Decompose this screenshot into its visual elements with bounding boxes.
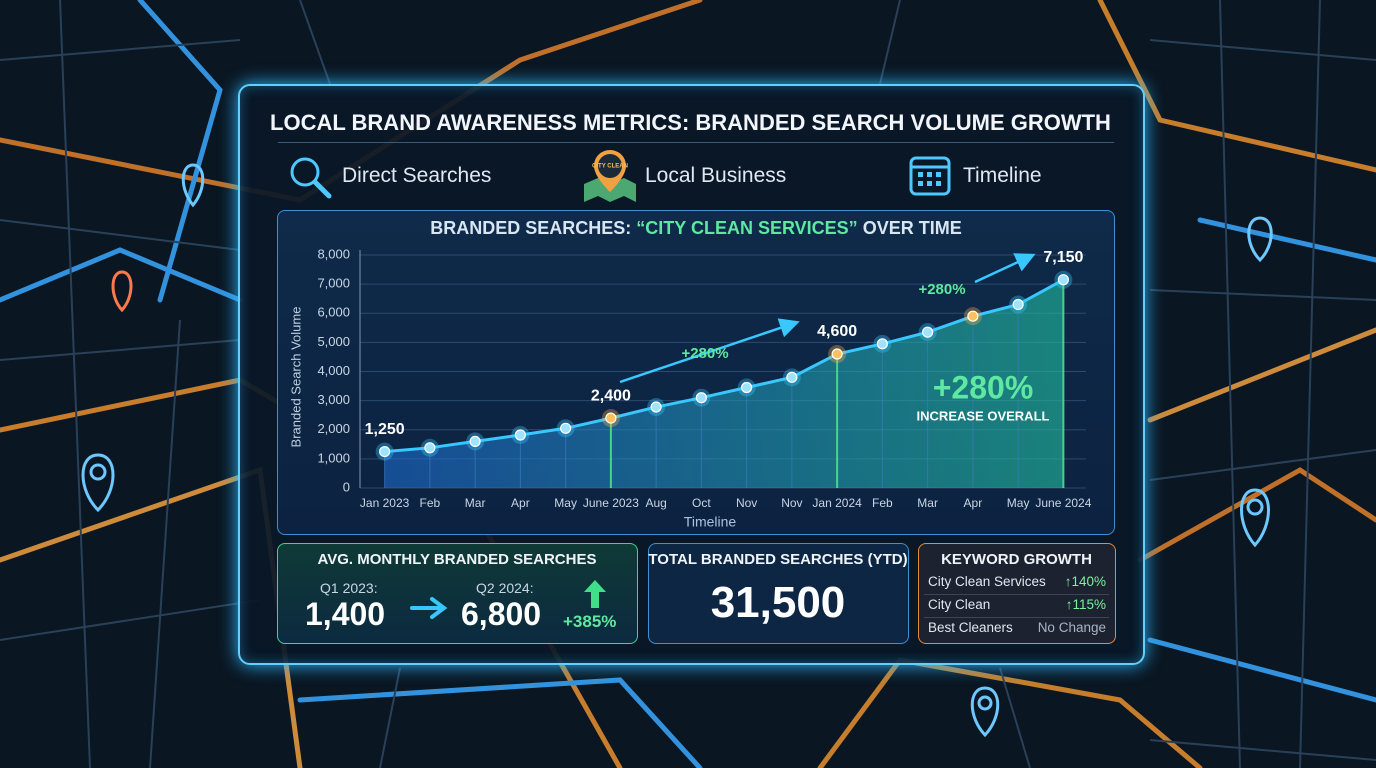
- y-tick-label: 6,000: [317, 305, 350, 320]
- point: [514, 429, 526, 441]
- y-tick-label: 8,000: [317, 246, 350, 261]
- arrow-icon: [410, 597, 448, 619]
- chart-title-part: OVER TIME: [858, 218, 962, 238]
- icon-text: CITY CLEAN: [592, 164, 628, 170]
- tab-label: Timeline: [963, 164, 1042, 187]
- card-title: KEYWORD GROWTH: [941, 551, 1092, 568]
- overall-change: +280%: [933, 369, 1034, 405]
- x-tick-label: May: [1007, 496, 1030, 510]
- row-separator: [924, 617, 1109, 618]
- x-tick-label: Mar: [465, 496, 486, 510]
- point: [831, 348, 843, 360]
- keyword-growth-value: 140%: [1071, 574, 1106, 589]
- y-tick-label: 4,000: [317, 363, 350, 378]
- separator: [278, 142, 1114, 143]
- value-label: 7,150: [1043, 249, 1083, 266]
- x-tick-label: Jan 2024: [812, 496, 862, 510]
- card-title: TOTAL BRANDED SEARCHES (YTD): [648, 551, 908, 568]
- value-label: 4,600: [817, 323, 857, 340]
- area: [384, 279, 1064, 488]
- up-arrow-icon: [584, 580, 606, 608]
- x-tick-label: Feb: [872, 496, 893, 510]
- card-title: AVG. MONTHLY BRANDED SEARCHES: [317, 551, 597, 568]
- up-arrow-icon: ↑: [1065, 597, 1073, 612]
- point: [876, 338, 888, 350]
- point: [695, 392, 707, 404]
- x-axis-label: Timeline: [684, 514, 737, 530]
- trend-arrow: [619, 318, 800, 384]
- x-tick-label: Nov: [736, 496, 757, 510]
- chart-title-part: BRANDED SEARCHES:: [430, 218, 636, 238]
- point: [605, 412, 617, 424]
- dashboard-title: LOCAL BRAND AWARENESS METRICS: BRANDED S…: [270, 110, 1111, 135]
- keyword-growth-card: [918, 543, 1116, 644]
- value-label: 2,400: [591, 387, 631, 404]
- search-icon: [290, 157, 332, 199]
- overall-label: INCREASE OVERALL: [917, 408, 1050, 423]
- keyword-growth-value: 115%: [1072, 597, 1106, 612]
- y-tick-label: 0: [343, 479, 350, 494]
- point: [922, 326, 934, 338]
- point: [424, 442, 436, 454]
- annotation: +280%: [681, 345, 728, 362]
- keyword-growth: ↑140%: [1040, 574, 1106, 589]
- period-label: Q1 2023:: [320, 580, 378, 596]
- row-separator: [924, 594, 1109, 595]
- x-tick-label: May: [554, 496, 577, 510]
- period-value: 6,800: [461, 596, 542, 632]
- total-value: 31,500: [710, 578, 846, 627]
- avg-monthly-card: [277, 543, 638, 644]
- keyword: City Clean: [928, 597, 991, 612]
- total-searches-card: [648, 543, 909, 644]
- tab-label: Local Business: [645, 164, 787, 187]
- x-tick-label: Feb: [420, 496, 441, 510]
- point: [1012, 298, 1024, 311]
- x-tick-label: June 2024: [1035, 496, 1091, 510]
- keyword-growth-value: No Change: [1037, 620, 1106, 635]
- tab-label: Direct Searches: [342, 164, 492, 187]
- calendar-icon: [909, 156, 951, 196]
- chart-title-part: “CITY CLEAN SERVICES”: [636, 218, 857, 238]
- x-tick-label: Jan 2023: [360, 496, 410, 510]
- y-axis-label: Branded Search Volume: [288, 307, 303, 448]
- period-label: Q2 2024:: [476, 580, 534, 596]
- point: [379, 445, 391, 458]
- x-tick-label: Mar: [917, 496, 938, 510]
- keyword-growth: ↑115%: [1040, 597, 1106, 612]
- value-label: 1,250: [365, 421, 405, 438]
- x-tick-label: Nov: [781, 496, 802, 510]
- point: [786, 371, 798, 383]
- point: [741, 381, 753, 394]
- up-arrow-icon: ↑: [1064, 574, 1072, 589]
- annotation: +280%: [918, 281, 965, 298]
- line: [384, 278, 1065, 454]
- y-tick-label: 7,000: [317, 276, 350, 291]
- growth-value: +385%: [563, 612, 617, 631]
- y-tick-label: 1,000: [317, 450, 350, 465]
- y-tick-label: 2,000: [317, 421, 350, 436]
- point: [560, 422, 572, 434]
- chart-title: BRANDED SEARCHES: “CITY CLEAN SERVICES” …: [430, 218, 961, 238]
- chart: BRANDED SEARCHES: “CITY CLEAN SERVICES” …: [288, 218, 1091, 530]
- keyword: Best Cleaners: [928, 620, 1013, 635]
- trend-arrow: [974, 253, 1036, 284]
- x-tick-label: Aug: [645, 496, 666, 510]
- y-tick-label: 3,000: [317, 392, 350, 407]
- point: [967, 310, 979, 322]
- x-tick-label: Apr: [964, 496, 983, 510]
- keyword: City Clean Services: [928, 574, 1046, 589]
- point: [1057, 274, 1069, 286]
- y-tick-label: 5,000: [317, 334, 350, 349]
- point: [650, 401, 662, 413]
- x-tick-label: Apr: [511, 496, 530, 510]
- period-value: 1,400: [305, 596, 386, 632]
- x-tick-label: Oct: [692, 496, 711, 510]
- point: [469, 435, 481, 447]
- map-pin-icon: CITY CLEAN: [584, 150, 636, 202]
- x-tick-label: June 2023: [583, 496, 639, 510]
